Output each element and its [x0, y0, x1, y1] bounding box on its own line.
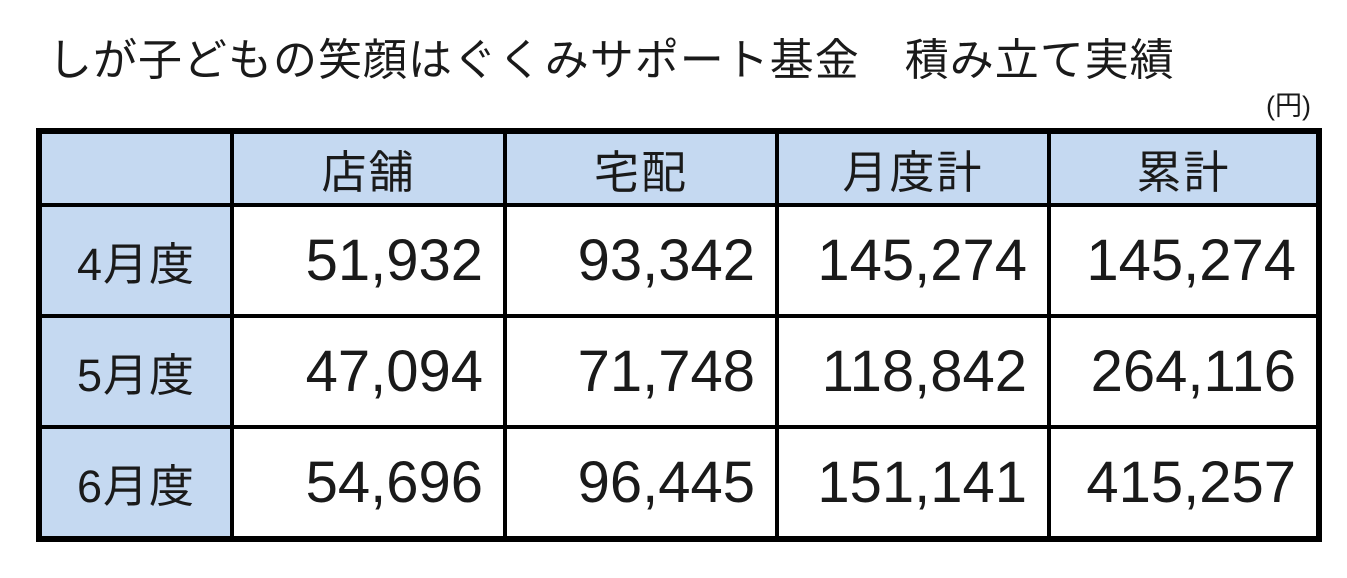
cell-may-store: 47,094: [230, 314, 507, 429]
cell-may-monthly-total: 118,842: [775, 314, 1051, 429]
row-label-april: 4月度: [37, 203, 234, 318]
header-row: 店舗 宅配 月度計 累計: [37, 129, 1321, 207]
column-header-delivery: 宅配: [503, 129, 779, 207]
row-label-may: 5月度: [37, 314, 234, 429]
column-header-monthly-total: 月度計: [775, 129, 1051, 207]
cell-june-cumulative-total: 415,257: [1047, 425, 1321, 541]
unit-label: (円): [1266, 91, 1311, 121]
table-row-may: 5月度 47,094 71,748 118,842 264,116: [37, 314, 1321, 429]
cell-june-delivery: 96,445: [503, 425, 779, 541]
cell-april-cumulative-total: 145,274: [1047, 203, 1321, 318]
cell-april-monthly-total: 145,274: [775, 203, 1051, 318]
cell-may-delivery: 71,748: [503, 314, 779, 429]
cell-may-cumulative-total: 264,116: [1047, 314, 1321, 429]
column-header-store: 店舗: [230, 129, 507, 207]
cell-april-store: 51,932: [230, 203, 507, 318]
table-row-june: 6月度 54,696 96,445 151,141 415,257: [37, 425, 1321, 541]
table-row-april: 4月度 51,932 93,342 145,274 145,274: [37, 203, 1321, 318]
row-label-june: 6月度: [37, 425, 234, 541]
cell-june-store: 54,696: [230, 425, 507, 541]
cell-april-delivery: 93,342: [503, 203, 779, 318]
column-header-cumulative-total: 累計: [1047, 129, 1321, 207]
fund-accumulation-table: 店舗 宅配 月度計 累計 4月度 51,932 93,342 145,274 1…: [36, 128, 1322, 542]
column-header-blank: [37, 129, 234, 207]
cell-june-monthly-total: 151,141: [775, 425, 1051, 541]
page-title: しが子どもの笑顔はぐくみサポート基金 積み立て実績: [48, 36, 1175, 85]
